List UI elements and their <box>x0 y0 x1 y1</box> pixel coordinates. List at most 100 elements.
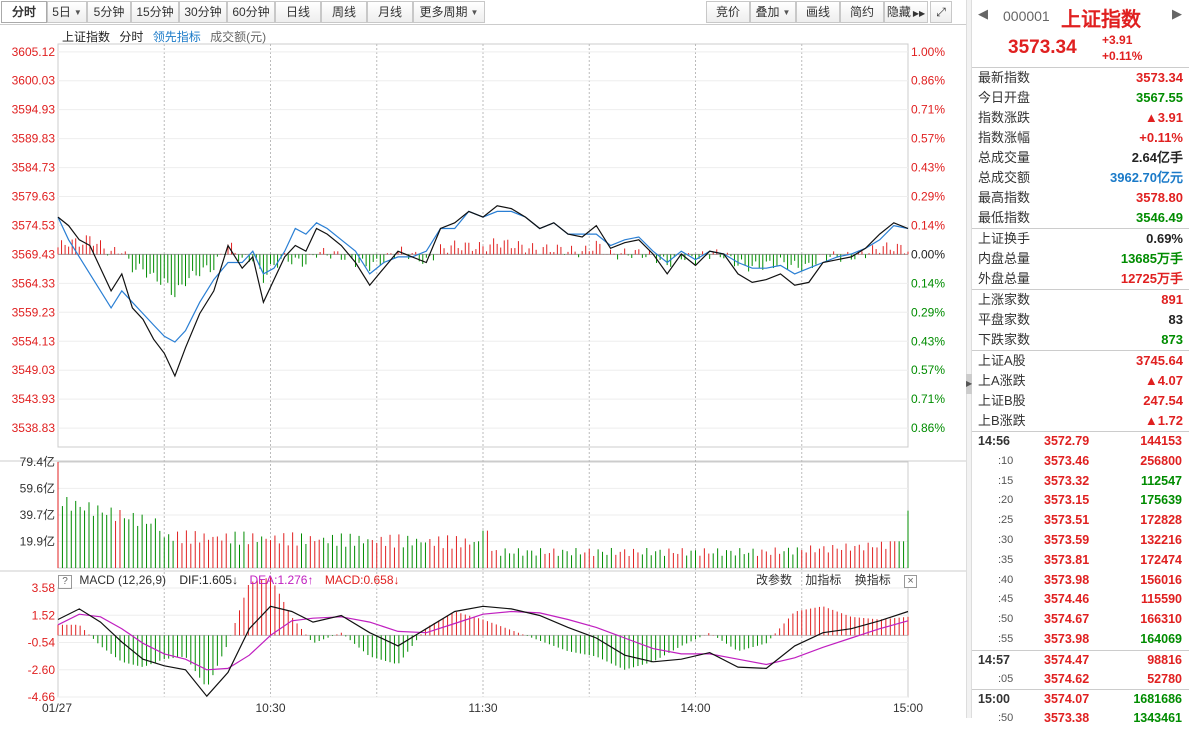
legend-amount: 成交额(元) <box>210 30 267 44</box>
pct-tick: 0.14% <box>911 218 945 232</box>
dif-line <box>57 605 909 698</box>
tick-price: 3574.62 <box>1044 671 1090 686</box>
price-tick: 3559.23 <box>12 305 56 319</box>
tick-price: 3573.32 <box>1044 473 1090 488</box>
stat-label: 上A涨跌 <box>978 373 1026 388</box>
tick-row: :55 3573.98 164069 <box>972 630 1189 650</box>
macd-dif: DIF:1.605↓ <box>179 573 238 587</box>
tick-row: :30 3573.59 132216 <box>972 531 1189 551</box>
tick-row: :50 3573.38 1343461 <box>972 709 1189 729</box>
tick-volume: 175639 <box>1140 493 1182 508</box>
tick-time: 14:57 <box>978 652 1010 667</box>
arrow-down-icon: ↓ <box>393 573 400 587</box>
tick-row: :20 3573.15 175639 <box>972 491 1189 511</box>
tool-3[interactable]: 简约 <box>840 1 884 23</box>
tick-price: 3574.07 <box>1044 692 1090 707</box>
stat-label: 外盘总量 <box>978 271 1031 286</box>
stat-row: 平盘家数 83 <box>972 310 1189 330</box>
period-tab-3[interactable]: 15分钟 <box>131 1 179 23</box>
intraday-chart[interactable]: 3605.12 1.00% 3600.03 0.86% 3594.93 0.71% 3589… <box>0 25 966 718</box>
amount-tick: 59.6亿 <box>20 480 55 495</box>
tick-volume: 98816 <box>1147 652 1182 667</box>
fullscreen-icon[interactable]: ⤢ <box>930 1 952 23</box>
collapse-arrow-icon[interactable]: ▶ <box>966 374 972 394</box>
tick-row: :10 3573.46 256800 <box>972 452 1189 472</box>
tick-time: 14:56 <box>978 434 1010 448</box>
tick-time: :30 <box>998 533 1014 546</box>
next-arrow-icon[interactable]: ▶ <box>1172 6 1182 21</box>
tick-price: 3574.47 <box>1044 652 1090 667</box>
stat-row: 下跌家数 873 <box>972 330 1189 350</box>
close-icon[interactable]: × <box>904 575 918 588</box>
dea-line <box>57 610 909 671</box>
tick-time: :05 <box>998 672 1014 685</box>
stat-label: 最高指数 <box>978 190 1031 205</box>
period-tab-1[interactable]: 5日 ▼ <box>47 1 87 23</box>
period-tab-2[interactable]: 5分钟 <box>87 1 131 23</box>
chart-legend: 上证指数 分时 领先指标 成交额(元) <box>62 28 272 45</box>
stat-row: 上证A股 3745.64 <box>972 351 1189 371</box>
tick-time: :25 <box>998 514 1014 527</box>
tick-volume: 112547 <box>1140 473 1182 488</box>
panel-divider[interactable] <box>966 0 972 718</box>
prev-arrow-icon[interactable]: ◀ <box>978 6 988 21</box>
tick-volume: 164069 <box>1140 631 1182 646</box>
stat-row: 最低指数 3546.49 <box>972 208 1189 228</box>
tick-volume: 132216 <box>1140 532 1182 547</box>
macd-tick: -2.60 <box>28 663 56 677</box>
price-change: +3.91 +0.11% <box>1102 32 1142 64</box>
tick-row: 14:57 3574.47 98816 <box>972 649 1189 670</box>
tick-time: :20 <box>998 494 1014 507</box>
tick-row: :50 3574.67 166310 <box>972 610 1189 630</box>
period-tab-0[interactable]: 分时 <box>1 1 47 23</box>
stat-label: 上证B股 <box>978 393 1026 408</box>
tick-volume: 156016 <box>1140 572 1182 587</box>
macd-dea: DEA:1.276↑ <box>249 573 313 587</box>
switch-indicator-button[interactable]: 换指标 <box>854 573 891 587</box>
tick-row: :40 3573.98 156016 <box>972 571 1189 591</box>
period-tab-8[interactable]: 月线 <box>367 1 413 23</box>
stat-row: 上证换手 0.69% <box>972 229 1189 249</box>
stats-group: 上证换手 0.69% 内盘总量 13685万手 外盘总量 12725万手 <box>972 228 1189 289</box>
stat-value: 873 <box>1161 332 1183 347</box>
stat-value: 3546.49 <box>1136 210 1183 225</box>
tick-row: :05 3574.62 52780 <box>972 670 1189 690</box>
period-tab-5[interactable]: 60分钟 <box>227 1 275 23</box>
pct-tick: 0.29% <box>911 305 945 319</box>
legend-lead[interactable]: 领先指标 <box>152 30 201 44</box>
period-tab-7[interactable]: 周线 <box>321 1 367 23</box>
period-tab-9[interactable]: 更多周期 ▼ <box>413 1 485 23</box>
tick-time: 15:00 <box>978 692 1010 707</box>
change-params-button[interactable]: 改参数 <box>756 573 793 587</box>
tool-0[interactable]: 竞价 <box>706 1 750 23</box>
price-tick: 3600.03 <box>12 74 56 88</box>
tick-price: 3573.46 <box>1044 453 1090 468</box>
tool-2[interactable]: 画线 <box>796 1 840 23</box>
price-tick: 3564.33 <box>12 276 56 290</box>
chevron-down-icon: ▼ <box>73 8 82 17</box>
tick-volume: 1681686 <box>1133 692 1182 707</box>
amount-tick: 79.4亿 <box>20 454 55 469</box>
tick-row: :45 3574.46 115590 <box>972 590 1189 610</box>
tick-time: :15 <box>998 474 1014 487</box>
stat-label: 下跌家数 <box>978 332 1031 347</box>
add-indicator-button[interactable]: 加指标 <box>805 573 842 587</box>
stat-row: 内盘总量 13685万手 <box>972 249 1189 269</box>
macd-dif-value: DIF:1.605 <box>179 573 233 587</box>
change-pct: +0.11% <box>1102 49 1143 63</box>
stat-row: 最高指数 3578.80 <box>972 188 1189 208</box>
tool-1[interactable]: 叠加 ▼ <box>750 1 796 23</box>
tool-4[interactable]: 隐藏 ▶▶ <box>884 1 928 23</box>
stat-row: 外盘总量 12725万手 <box>972 269 1189 289</box>
tick-price: 3574.67 <box>1044 612 1090 627</box>
period-tab-6[interactable]: 日线 <box>275 1 321 23</box>
period-tab-4[interactable]: 30分钟 <box>179 1 227 23</box>
pct-tick: 1.00% <box>911 45 945 59</box>
chart-area[interactable]: 分时 5日 ▼ 5分钟 15分钟 30分钟 60分钟 日线 周线 月线 更多周期 ▼ 竞价 叠加 ▼ 画线 简约… <box>0 0 966 718</box>
amount-tick: 19.9亿 <box>20 533 55 548</box>
help-icon[interactable]: ? <box>58 575 72 589</box>
double-arrow-icon: ▶▶ <box>912 9 926 18</box>
stat-value: 3745.64 <box>1136 353 1183 368</box>
stat-value: ▲4.07 <box>1144 373 1183 388</box>
macd-tick: -0.54 <box>28 636 56 650</box>
